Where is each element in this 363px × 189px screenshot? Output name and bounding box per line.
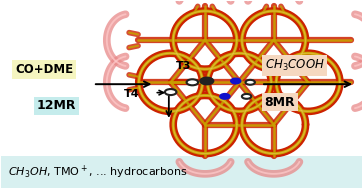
Circle shape bbox=[220, 94, 229, 99]
Circle shape bbox=[245, 80, 255, 85]
FancyBboxPatch shape bbox=[1, 156, 362, 188]
Text: T4: T4 bbox=[124, 89, 140, 98]
Circle shape bbox=[165, 89, 176, 95]
Text: $CH_3OH$, TMO$^+$, ... hydrocarbons: $CH_3OH$, TMO$^+$, ... hydrocarbons bbox=[8, 164, 188, 181]
Text: 8MR: 8MR bbox=[265, 95, 295, 108]
Text: $CH_3COOH$: $CH_3COOH$ bbox=[265, 58, 325, 73]
Text: 12MR: 12MR bbox=[37, 99, 76, 112]
Text: T3: T3 bbox=[176, 61, 191, 71]
Text: CO+DME: CO+DME bbox=[15, 63, 73, 76]
Circle shape bbox=[231, 79, 240, 83]
Circle shape bbox=[200, 78, 213, 84]
Circle shape bbox=[242, 94, 251, 99]
Circle shape bbox=[187, 79, 198, 85]
